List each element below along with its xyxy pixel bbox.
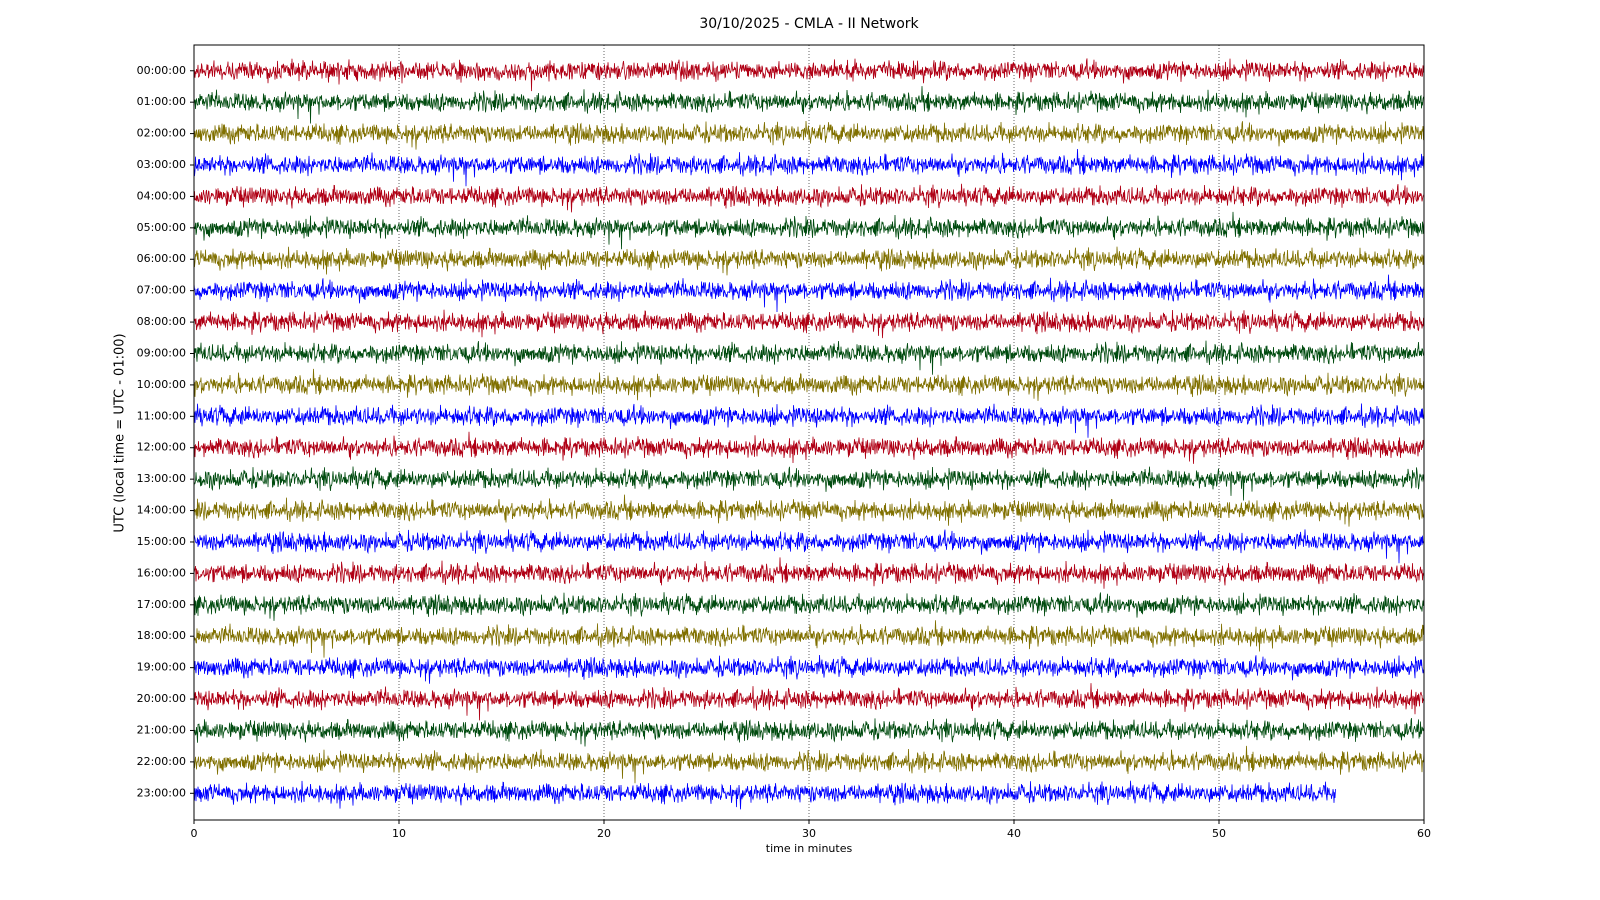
trace — [193, 183, 1425, 213]
y-tick-label: 18:00:00 — [137, 629, 186, 642]
trace — [193, 745, 1425, 784]
trace — [193, 58, 1425, 92]
y-tick-label: 04:00:00 — [137, 189, 186, 202]
y-tick-label: 16:00:00 — [137, 566, 186, 579]
trace — [193, 431, 1425, 464]
trace — [193, 654, 1425, 684]
trace — [193, 120, 1425, 150]
trace — [193, 309, 1425, 339]
y-tick-label: 06:00:00 — [137, 252, 186, 265]
x-tick-label: 50 — [1212, 827, 1226, 840]
trace — [193, 148, 1425, 187]
trace — [193, 683, 1425, 721]
trace — [193, 274, 1425, 313]
x-tick-label: 0 — [191, 827, 198, 840]
y-tick-label: 12:00:00 — [137, 441, 186, 454]
y-tick-label: 01:00:00 — [137, 95, 186, 108]
x-tick-label: 30 — [802, 827, 816, 840]
chart-title: 30/10/2025 - CMLA - II Network — [699, 16, 919, 32]
y-tick-label: 14:00:00 — [137, 504, 186, 517]
y-tick-label: 10:00:00 — [137, 378, 186, 391]
trace — [193, 529, 1425, 564]
y-tick-label: 23:00:00 — [137, 786, 186, 799]
y-tick-label: 00:00:00 — [137, 64, 186, 77]
trace — [193, 494, 1425, 527]
y-tick-label: 09:00:00 — [137, 346, 186, 359]
x-axis-label: time in minutes — [766, 842, 853, 855]
trace — [193, 592, 1425, 621]
y-tick-label: 05:00:00 — [137, 221, 186, 234]
y-tick-label: 11:00:00 — [137, 409, 186, 422]
trace — [193, 466, 1425, 501]
y-tick-label: 08:00:00 — [137, 315, 186, 328]
y-tick-label: 13:00:00 — [137, 472, 186, 485]
trace — [193, 86, 1425, 124]
y-tick-label: 15:00:00 — [137, 535, 186, 548]
y-tick-label: 07:00:00 — [137, 284, 186, 297]
y-axis-label: UTC (local time = UTC - 01:00) — [113, 333, 128, 532]
y-tick-label: 21:00:00 — [137, 723, 186, 736]
trace — [193, 717, 1425, 747]
trace — [193, 780, 1336, 810]
y-tick-label: 17:00:00 — [137, 598, 186, 611]
y-tick-label: 03:00:00 — [137, 158, 186, 171]
trace — [193, 246, 1425, 276]
y-tick-label: 19:00:00 — [137, 661, 186, 674]
trace — [193, 211, 1425, 250]
plot-frame — [193, 44, 1425, 821]
trace — [193, 368, 1424, 401]
y-tick-label: 22:00:00 — [137, 755, 186, 768]
y-tick-label: 20:00:00 — [137, 692, 186, 705]
trace — [193, 340, 1425, 375]
x-tick-label: 20 — [597, 827, 611, 840]
x-tick-label: 10 — [392, 827, 406, 840]
y-tick-label: 02:00:00 — [137, 127, 186, 140]
trace — [193, 557, 1425, 589]
trace — [193, 403, 1425, 438]
trace — [193, 620, 1425, 658]
x-tick-label: 40 — [1007, 827, 1021, 840]
x-tick-label: 60 — [1417, 827, 1431, 840]
